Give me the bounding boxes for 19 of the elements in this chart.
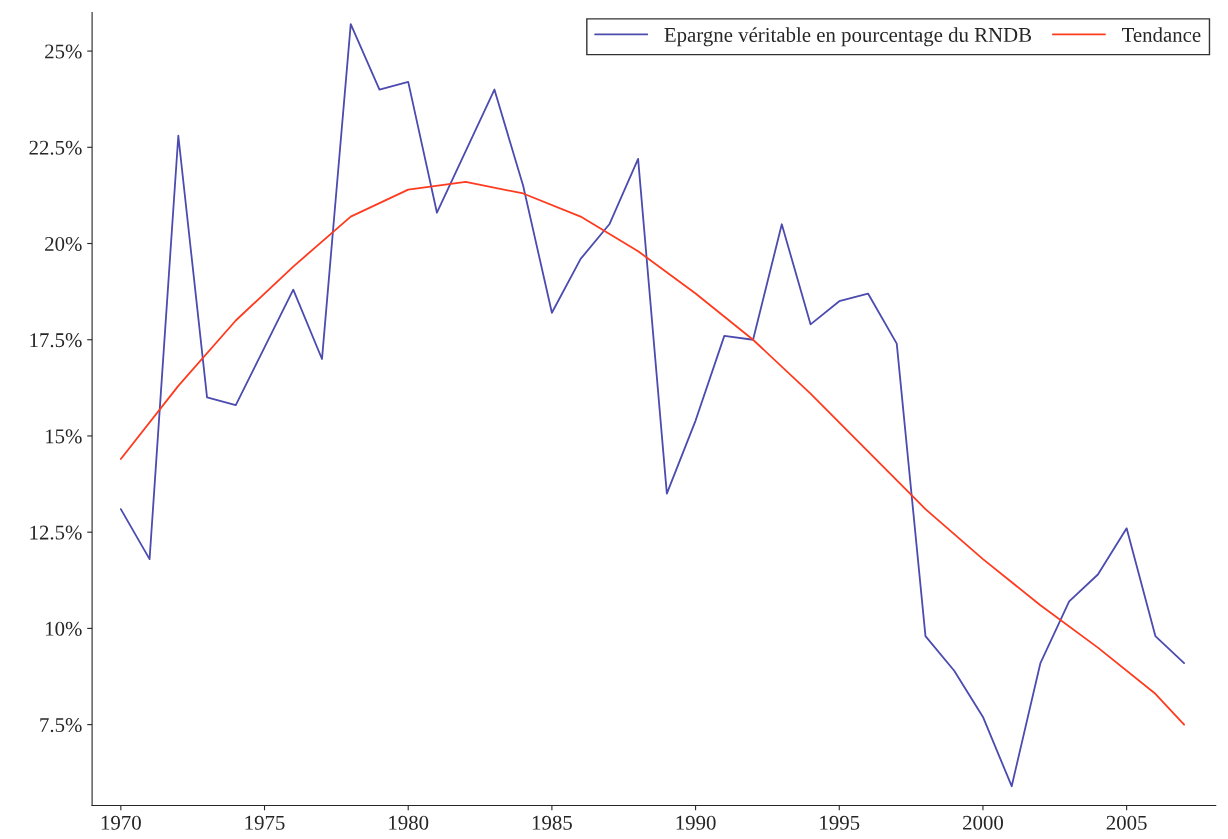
x-tick-label: 1990 <box>676 815 716 830</box>
y-tick-label: 22.5% <box>29 140 82 155</box>
y-tick-label: 20% <box>45 236 82 252</box>
x-tick-label: 1975 <box>245 815 285 830</box>
legend-label: Tendance <box>1122 27 1201 42</box>
y-tick-label: 17.5% <box>30 333 82 348</box>
y-tick-label: 7.5% <box>40 717 82 733</box>
legend-label: Epargne véritable en pourcentage du RNDB <box>664 27 1032 47</box>
y-tick-label: 25% <box>45 44 82 59</box>
y-tick-label: 12.5% <box>30 525 82 540</box>
x-tick-label: 2005 <box>1106 815 1147 830</box>
line-series <box>119 181 1186 726</box>
x-tick-label: 2000 <box>963 815 1003 830</box>
x-tick-label: 1970 <box>101 815 141 830</box>
x-tick-label: 1980 <box>389 815 429 830</box>
y-tick-label: 10% <box>46 621 82 636</box>
x-tick-label: 1995 <box>820 815 860 830</box>
x-tick-label: 1985 <box>532 815 572 830</box>
y-tick-label: 15% <box>46 429 82 444</box>
